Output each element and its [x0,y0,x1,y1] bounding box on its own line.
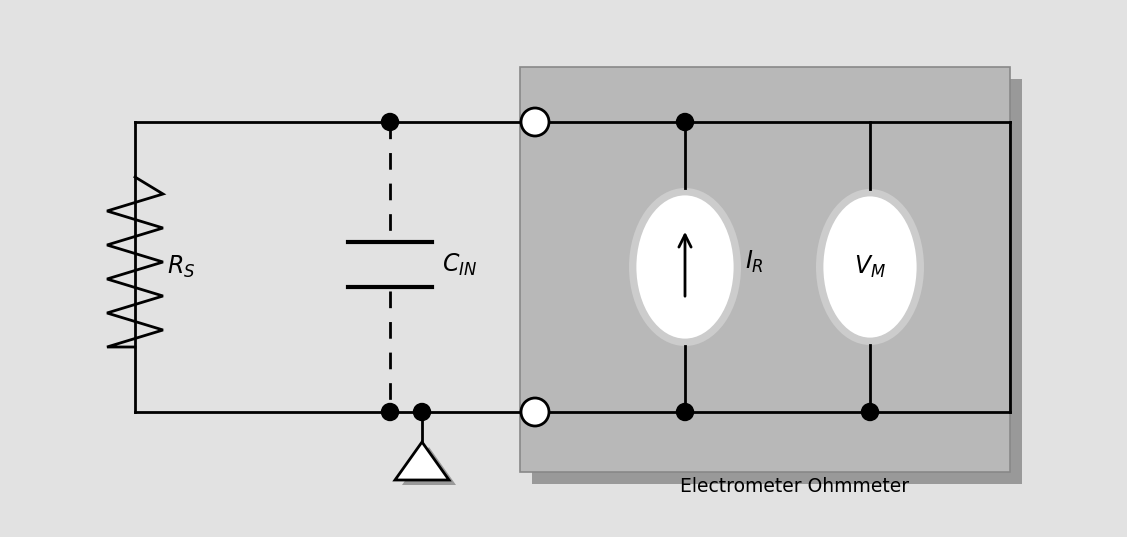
Text: Electrometer Ohmmeter: Electrometer Ohmmeter [681,477,909,496]
Bar [532,79,1022,484]
Circle shape [382,113,399,130]
Text: $I_R$: $I_R$ [745,249,764,275]
Ellipse shape [816,189,924,345]
Circle shape [676,113,693,130]
Ellipse shape [822,195,919,339]
Circle shape [382,403,399,420]
Bar [520,67,1010,472]
Polygon shape [394,442,449,480]
Text: $C_{IN}$: $C_{IN}$ [442,251,477,278]
Circle shape [676,403,693,420]
Polygon shape [402,447,456,485]
Ellipse shape [629,188,740,346]
Circle shape [861,403,879,420]
Text: $R_S$: $R_S$ [167,254,195,280]
Ellipse shape [635,194,735,340]
Circle shape [521,108,549,136]
Circle shape [521,398,549,426]
Circle shape [414,403,431,420]
Text: $V_M$: $V_M$ [854,254,886,280]
